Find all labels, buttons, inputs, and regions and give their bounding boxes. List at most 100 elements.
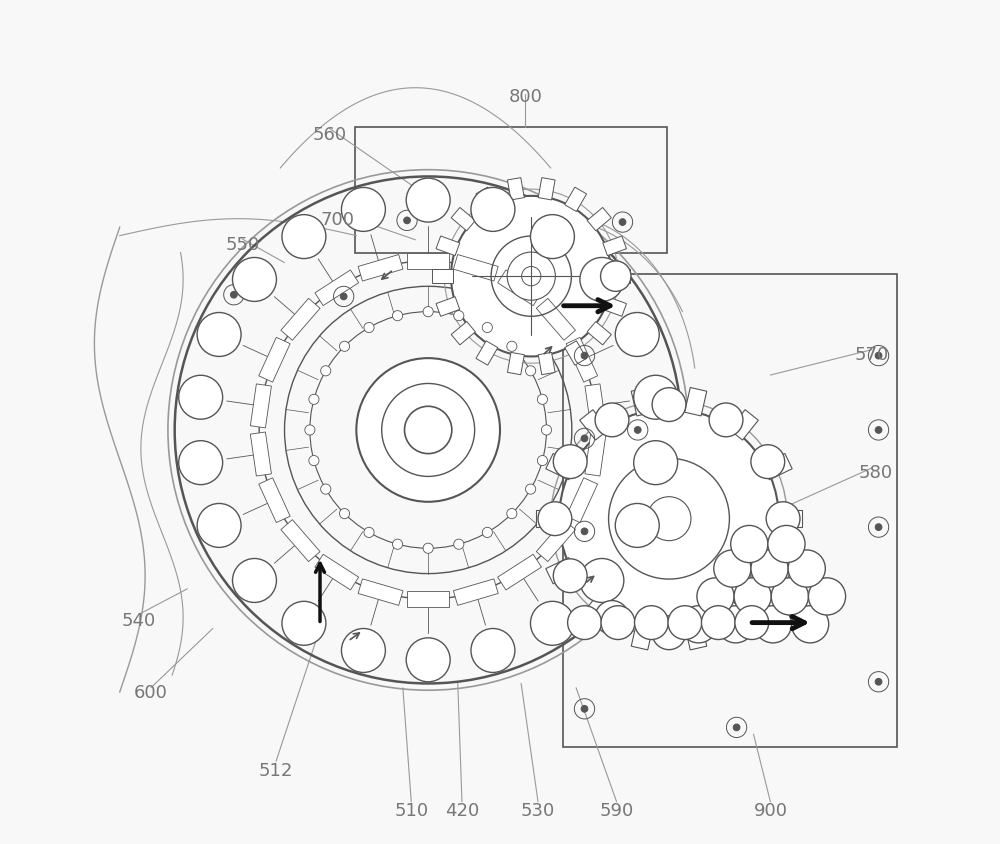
- Circle shape: [875, 524, 882, 531]
- Bar: [355, 128, 667, 253]
- Polygon shape: [565, 342, 587, 365]
- Circle shape: [282, 602, 326, 646]
- Circle shape: [538, 502, 572, 536]
- Text: 900: 900: [753, 801, 787, 820]
- Circle shape: [482, 528, 492, 538]
- Polygon shape: [259, 338, 290, 382]
- Circle shape: [615, 504, 659, 548]
- Circle shape: [339, 509, 350, 519]
- Text: 512: 512: [259, 760, 293, 779]
- Circle shape: [714, 550, 751, 587]
- Polygon shape: [538, 353, 555, 376]
- Polygon shape: [436, 297, 460, 317]
- Bar: [563, 274, 897, 747]
- Circle shape: [321, 484, 331, 495]
- Circle shape: [595, 601, 629, 635]
- Circle shape: [507, 509, 517, 519]
- Circle shape: [339, 342, 350, 352]
- Circle shape: [454, 539, 464, 549]
- Circle shape: [792, 606, 829, 643]
- Circle shape: [595, 403, 629, 437]
- Text: 570: 570: [855, 345, 889, 364]
- Circle shape: [580, 258, 624, 302]
- Circle shape: [808, 578, 846, 615]
- Circle shape: [652, 388, 686, 422]
- Text: 540: 540: [122, 611, 156, 630]
- Circle shape: [615, 313, 659, 357]
- Polygon shape: [565, 188, 587, 212]
- Circle shape: [701, 606, 735, 640]
- Circle shape: [875, 679, 882, 685]
- Text: 510: 510: [394, 801, 428, 820]
- Circle shape: [875, 427, 882, 434]
- Polygon shape: [453, 579, 498, 606]
- Polygon shape: [259, 479, 290, 523]
- Polygon shape: [546, 454, 576, 480]
- Circle shape: [423, 544, 433, 554]
- Polygon shape: [580, 598, 609, 628]
- Circle shape: [734, 578, 771, 615]
- Text: 590: 590: [599, 801, 634, 820]
- Circle shape: [530, 602, 574, 646]
- Circle shape: [507, 342, 517, 352]
- Circle shape: [537, 456, 548, 466]
- Circle shape: [406, 179, 450, 223]
- Circle shape: [733, 724, 740, 731]
- Circle shape: [751, 559, 785, 592]
- Polygon shape: [538, 178, 555, 201]
- Polygon shape: [603, 236, 626, 257]
- Circle shape: [766, 502, 800, 536]
- Circle shape: [652, 616, 686, 650]
- Polygon shape: [762, 454, 792, 480]
- Circle shape: [364, 323, 374, 333]
- Text: 600: 600: [134, 683, 168, 701]
- Polygon shape: [536, 511, 562, 528]
- Circle shape: [751, 550, 788, 587]
- Circle shape: [731, 526, 768, 563]
- Polygon shape: [281, 520, 320, 562]
- Circle shape: [634, 427, 641, 434]
- Polygon shape: [432, 270, 453, 284]
- Circle shape: [709, 403, 743, 437]
- Circle shape: [735, 606, 769, 640]
- Circle shape: [580, 559, 624, 603]
- Polygon shape: [315, 555, 359, 590]
- Polygon shape: [250, 385, 271, 429]
- Text: 580: 580: [859, 463, 893, 482]
- Polygon shape: [358, 579, 403, 606]
- Circle shape: [341, 188, 385, 232]
- Polygon shape: [507, 353, 524, 376]
- Circle shape: [553, 559, 587, 592]
- Polygon shape: [580, 410, 609, 441]
- Polygon shape: [476, 342, 498, 365]
- Circle shape: [619, 219, 626, 226]
- Circle shape: [647, 497, 691, 541]
- Text: 550: 550: [225, 235, 259, 254]
- Circle shape: [788, 550, 825, 587]
- Circle shape: [364, 528, 374, 538]
- Circle shape: [559, 409, 779, 629]
- Polygon shape: [281, 299, 320, 341]
- Circle shape: [709, 601, 743, 635]
- Circle shape: [771, 578, 808, 615]
- Polygon shape: [587, 208, 611, 231]
- Circle shape: [406, 638, 450, 682]
- Circle shape: [581, 528, 588, 535]
- Polygon shape: [451, 208, 475, 231]
- Circle shape: [321, 366, 331, 376]
- Circle shape: [356, 359, 500, 502]
- Circle shape: [423, 307, 433, 317]
- Circle shape: [197, 313, 241, 357]
- Polygon shape: [776, 511, 802, 528]
- Circle shape: [179, 376, 223, 419]
- Circle shape: [233, 559, 276, 603]
- Polygon shape: [536, 299, 575, 341]
- Circle shape: [581, 436, 588, 442]
- Text: 700: 700: [321, 210, 355, 229]
- Polygon shape: [729, 598, 758, 628]
- Circle shape: [530, 215, 574, 259]
- Circle shape: [541, 425, 552, 436]
- Polygon shape: [585, 432, 606, 476]
- Polygon shape: [476, 188, 498, 212]
- Circle shape: [634, 376, 678, 419]
